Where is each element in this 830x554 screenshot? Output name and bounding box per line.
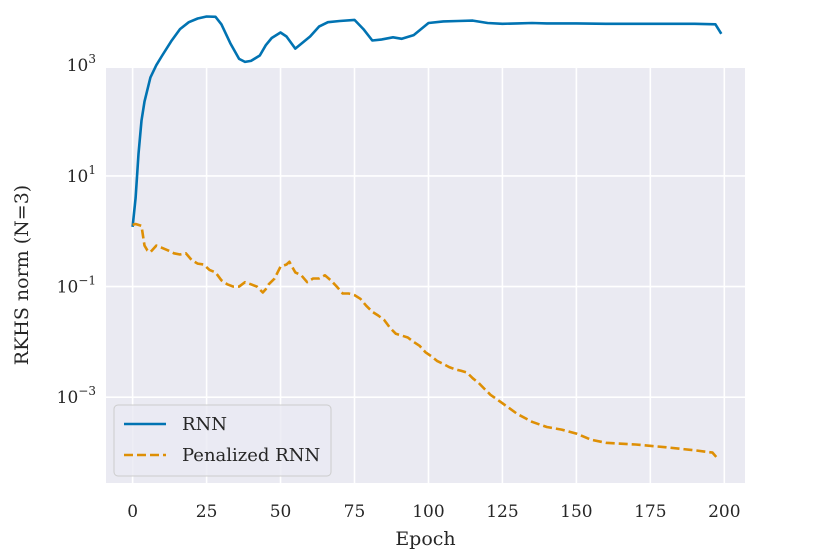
y-tick-label: 10−3 bbox=[57, 384, 96, 408]
y-tick-label: 103 bbox=[67, 52, 96, 76]
x-tick-label: 75 bbox=[344, 502, 366, 522]
legend-box bbox=[113, 404, 332, 477]
series-layer bbox=[131, 15, 723, 461]
x-tick-labels: 0 25 50 75 100 125 150 175 200 bbox=[127, 502, 740, 522]
grid bbox=[106, 64, 745, 483]
legend: RNN Penalized RNN bbox=[113, 404, 332, 477]
x-axis-label: Epoch bbox=[395, 528, 455, 550]
series-line-rnn bbox=[131, 15, 723, 228]
x-tick-label: 200 bbox=[708, 502, 740, 522]
y-axis-label: RKHS norm (N=3) bbox=[11, 185, 33, 365]
x-tick-label: 125 bbox=[486, 502, 518, 522]
x-tick-label: 25 bbox=[196, 502, 218, 522]
legend-label-penalized-rnn: Penalized RNN bbox=[182, 445, 320, 466]
y-tick-labels: 103 101 10−1 10−3 bbox=[57, 52, 96, 408]
x-tick-label: 150 bbox=[560, 502, 592, 522]
series-line-penalized-rnn bbox=[132, 222, 720, 461]
x-tick-label: 0 bbox=[127, 502, 138, 522]
x-tick-label: 175 bbox=[634, 502, 666, 522]
y-tick-label: 10−1 bbox=[57, 274, 96, 298]
y-tick-label: 101 bbox=[67, 163, 96, 187]
x-tick-label: 100 bbox=[412, 502, 444, 522]
legend-label-rnn: RNN bbox=[182, 414, 227, 435]
x-tick-label: 50 bbox=[270, 502, 292, 522]
